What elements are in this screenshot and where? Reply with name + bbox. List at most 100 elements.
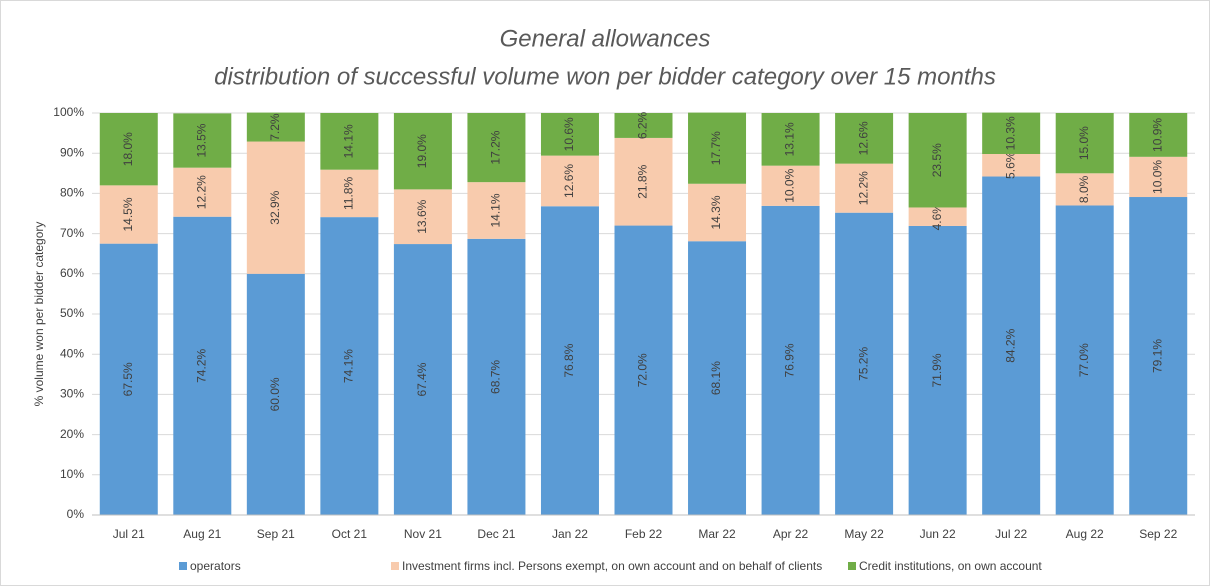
- bar-segment: [540, 113, 599, 156]
- bar-segment: [1055, 113, 1114, 174]
- y-tick-label: 20%: [60, 427, 84, 441]
- bar-segment: [246, 112, 305, 142]
- y-tick-label: 70%: [60, 226, 84, 240]
- value-label: 10.6%: [562, 117, 576, 151]
- x-tick-label: Aug 22: [1066, 527, 1104, 541]
- bar-segment: [614, 113, 673, 138]
- value-label: 84.2%: [1003, 328, 1017, 362]
- value-label: 19.0%: [415, 134, 429, 168]
- bar-segment: [688, 112, 747, 184]
- legend-swatch: [179, 562, 187, 570]
- bar-segment: [761, 113, 820, 166]
- value-label: 71.9%: [930, 353, 944, 387]
- value-label: 17.7%: [709, 131, 723, 165]
- value-label: 13.5%: [194, 123, 208, 157]
- y-tick-label: 90%: [60, 145, 84, 159]
- bar-segment: [908, 225, 967, 515]
- value-label: 10.0%: [1150, 160, 1164, 194]
- value-label: 23.5%: [930, 143, 944, 177]
- bar-segment: [1129, 113, 1188, 157]
- bar-segment: [540, 155, 599, 207]
- x-tick-label: Jul 22: [995, 527, 1027, 541]
- y-tick-label: 80%: [60, 186, 84, 200]
- bar-segment: [320, 169, 379, 218]
- bar-segment: [467, 113, 526, 183]
- legend-swatch: [848, 562, 856, 570]
- x-tick-label: May 22: [844, 527, 884, 541]
- bar-segment: [614, 137, 673, 226]
- value-label: 72.0%: [636, 353, 650, 387]
- bar-segment: [320, 113, 379, 170]
- bar-segment: [835, 163, 894, 213]
- bar-segment: [173, 113, 232, 168]
- bar-segment: [1055, 173, 1114, 206]
- value-label: 77.0%: [1077, 343, 1091, 377]
- bar-segment: [688, 183, 747, 242]
- y-tick-label: 60%: [60, 266, 84, 280]
- value-label: 60.0%: [268, 377, 282, 411]
- x-tick-label: Sep 21: [257, 527, 295, 541]
- value-label: 18.0%: [121, 132, 135, 166]
- y-axis-label: % volume won per bidder category: [32, 222, 46, 407]
- x-tick-label: Feb 22: [625, 527, 663, 541]
- bar-segment: [246, 273, 305, 515]
- bar-segment: [908, 113, 967, 208]
- y-tick-label: 10%: [60, 467, 84, 481]
- value-label: 32.9%: [268, 190, 282, 224]
- value-label: 76.8%: [562, 343, 576, 377]
- legend-label: operators: [190, 559, 241, 573]
- value-label: 10.3%: [1003, 116, 1017, 150]
- value-label: 76.9%: [783, 343, 797, 377]
- value-label: 5.6%: [1003, 151, 1017, 179]
- value-label: 12.2%: [856, 171, 870, 205]
- value-label: 10.9%: [1150, 118, 1164, 152]
- bar-segment: [1129, 156, 1188, 198]
- bar-segment: [173, 216, 232, 515]
- value-label: 7.2%: [268, 113, 282, 141]
- legend-label: Investment firms incl. Persons exempt, o…: [402, 559, 822, 573]
- value-label: 67.5%: [121, 362, 135, 396]
- value-label: 17.2%: [489, 130, 503, 164]
- x-tick-label: Jul 21: [113, 527, 145, 541]
- bar-segment: [99, 113, 158, 186]
- value-label: 79.1%: [1150, 339, 1164, 373]
- value-label: 14.3%: [709, 195, 723, 229]
- x-tick-label: Aug 21: [183, 527, 221, 541]
- value-label: 74.2%: [194, 349, 208, 383]
- value-label: 68.1%: [709, 361, 723, 395]
- bar-segment: [982, 176, 1041, 516]
- bar-segment: [320, 217, 379, 516]
- bar-segment: [393, 189, 452, 245]
- value-label: 12.6%: [856, 121, 870, 155]
- value-label: 12.6%: [562, 164, 576, 198]
- bar-segment: [173, 167, 232, 217]
- value-label: 14.1%: [489, 193, 503, 227]
- value-label: 10.0%: [783, 168, 797, 202]
- value-label: 75.2%: [856, 347, 870, 381]
- bar-segment: [1129, 197, 1188, 515]
- value-label: 8.0%: [1077, 175, 1091, 203]
- x-tick-label: Oct 21: [332, 527, 368, 541]
- value-label: 15.0%: [1077, 126, 1091, 160]
- bar-segment: [908, 207, 967, 226]
- x-tick-label: Dec 21: [477, 527, 515, 541]
- x-tick-label: Jan 22: [552, 527, 588, 541]
- value-label: 14.5%: [121, 197, 135, 231]
- y-tick-label: 100%: [53, 105, 84, 119]
- bar-segment: [688, 241, 747, 515]
- bar-segment: [246, 141, 305, 274]
- bar-segment: [467, 238, 526, 516]
- bar-segment: [761, 205, 820, 515]
- value-label: 6.2%: [636, 111, 650, 139]
- bar-segment: [393, 113, 452, 190]
- value-label: 4.6%: [930, 203, 944, 231]
- value-label: 14.1%: [342, 124, 356, 158]
- value-label: 68.7%: [489, 360, 503, 394]
- bar-segment: [982, 154, 1041, 177]
- legend-swatch: [391, 562, 399, 570]
- x-tick-label: Mar 22: [698, 527, 736, 541]
- value-label: 13.1%: [783, 122, 797, 156]
- x-tick-label: Nov 21: [404, 527, 442, 541]
- bar-segment: [99, 185, 158, 244]
